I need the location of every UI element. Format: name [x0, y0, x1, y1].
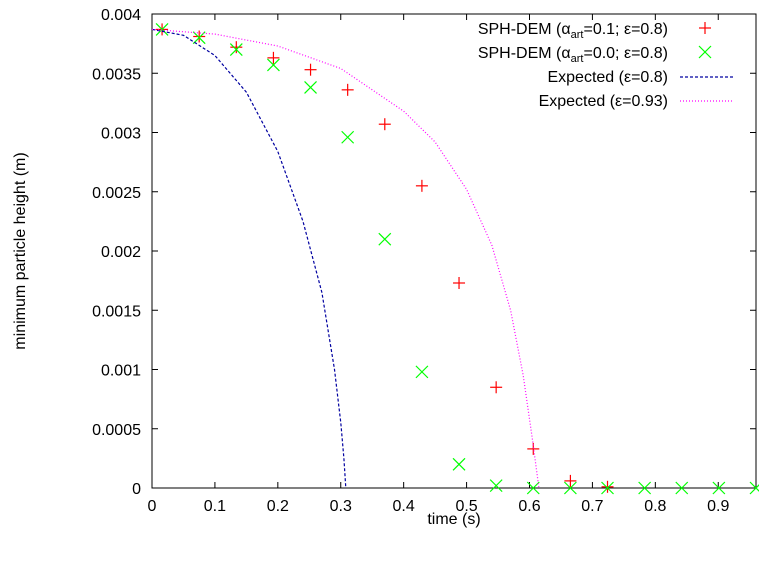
data-point [453, 276, 466, 289]
data-point [712, 481, 726, 495]
data-point [267, 51, 280, 64]
y-tick-label: 0.0015 [92, 303, 141, 320]
x-tick-label: 0.7 [581, 498, 603, 515]
legend-sample [698, 45, 712, 59]
x-tick-label: 0.9 [707, 498, 729, 515]
x-tick-label: 0.1 [204, 498, 226, 515]
data-point [489, 479, 503, 493]
data-point [341, 83, 354, 96]
data-point [452, 457, 466, 471]
x-tick-label: 0.3 [330, 498, 352, 515]
data-point [526, 481, 540, 495]
x-tick-label: 0.6 [518, 498, 540, 515]
x-tick-label: 0.5 [455, 498, 477, 515]
series-line [151, 28, 347, 489]
data-point [699, 22, 711, 34]
data-point [490, 381, 503, 394]
data-point [155, 22, 169, 36]
data-point [378, 232, 392, 246]
data-point [229, 43, 243, 56]
data-point [341, 130, 355, 144]
series-4 [151, 28, 540, 489]
data-point [415, 179, 428, 192]
x-tick-label: 0.8 [644, 498, 666, 515]
y-tick-label: 0.003 [101, 126, 141, 143]
data-point [193, 30, 206, 43]
data-point [564, 474, 577, 487]
data-point [378, 118, 391, 131]
legend: SPH-DEM (αart=0.1; ε=0.8) SPH-DEM (αart=0… [478, 21, 734, 110]
data-point [601, 480, 614, 493]
data-point [601, 481, 614, 495]
x-axis-label: time (s) [427, 511, 480, 528]
data-point [749, 481, 759, 495]
data-point [563, 481, 577, 495]
series-3 [151, 28, 347, 489]
legend-label: SPH-DEM (αart=0.0; ε=0.8) [478, 45, 668, 65]
x-tick-label: 0.4 [393, 498, 415, 515]
data-point [698, 45, 712, 59]
legend-sample [699, 22, 711, 34]
y-tick-label: 0.002 [101, 244, 141, 261]
legend-label: Expected (ε=0.8) [547, 69, 668, 86]
y-tick-label: 0.001 [101, 363, 141, 380]
data-point [675, 481, 689, 495]
data-point [304, 63, 317, 76]
y-tick-label: 0.0005 [92, 422, 141, 439]
axis-ticks: 0 0.1 0.2 0.3 0.4 0.5 0.6 0.7 0.8 0.9 0 0.0005 0.001… [92, 7, 756, 515]
data-point [415, 365, 429, 379]
y-axis-label: minimum particle height (m) [12, 152, 29, 349]
data-point [304, 81, 317, 94]
x-tick-label: 0 [148, 498, 157, 515]
y-tick-label: 0.0035 [92, 66, 141, 83]
y-tick-label: 0.004 [101, 7, 141, 24]
data-point [230, 41, 243, 54]
legend-label: Expected (ε=0.93) [539, 93, 668, 110]
series-line [151, 28, 540, 489]
legend-label: SPH-DEM (αart=0.1; ε=0.8) [478, 21, 668, 41]
y-tick-label: 0 [132, 481, 141, 498]
data-point [267, 58, 280, 72]
series-1 [156, 23, 614, 493]
series-2 [155, 22, 759, 495]
data-point [638, 481, 652, 495]
series-layer [151, 22, 759, 495]
y-tick-label: 0.0025 [92, 185, 141, 202]
x-tick-label: 0.2 [267, 498, 289, 515]
